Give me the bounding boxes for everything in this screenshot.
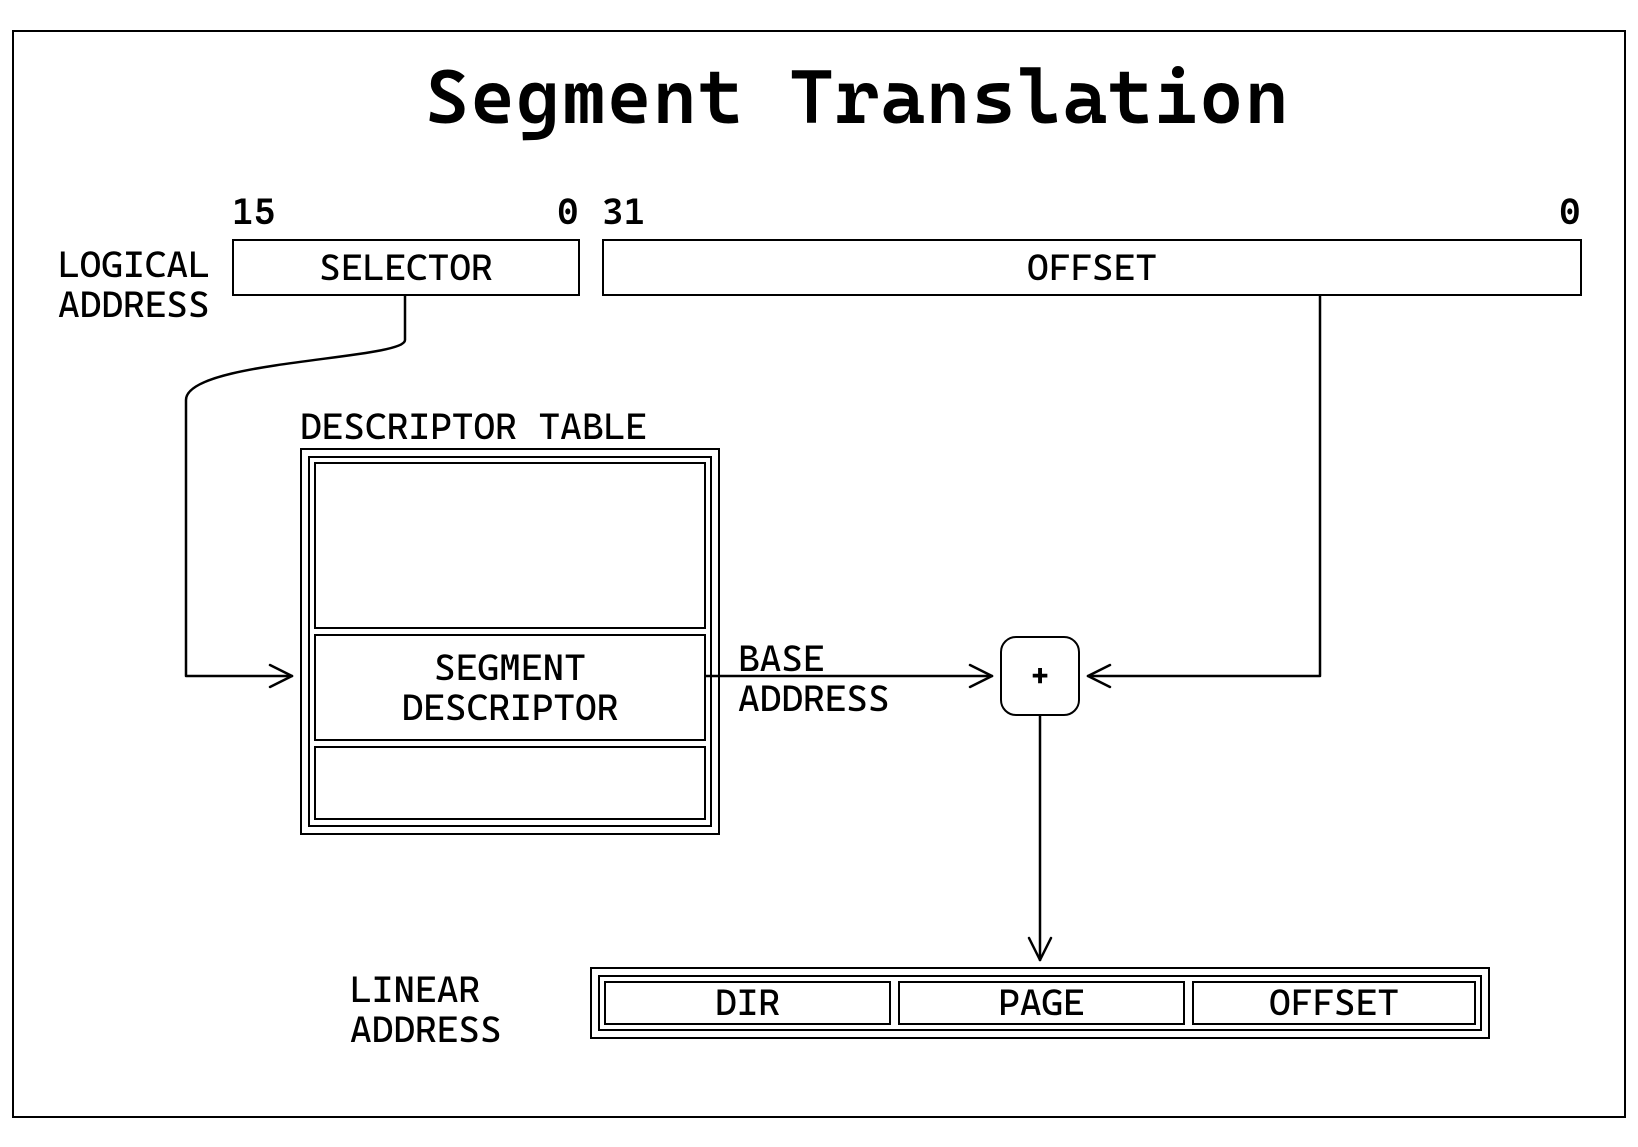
selector-label: SELECTOR <box>319 248 492 288</box>
bit-label-offset-hi: 31 <box>602 190 645 233</box>
label-base-address: BASEADDRESS <box>738 639 890 719</box>
label-descriptor-table: DESCRIPTOR TABLE <box>300 407 647 447</box>
bit-label-selector-lo: 0 <box>557 190 579 233</box>
offset-label: OFFSET <box>1027 248 1157 288</box>
linear-dir-box: DIR <box>604 981 891 1025</box>
plus-icon: + <box>1031 659 1049 694</box>
linear-page-label: PAGE <box>998 983 1085 1023</box>
descriptor-row-empty-bottom <box>314 746 706 820</box>
label-text: LOGICALADDRESS <box>58 243 210 326</box>
offset-box: OFFSET <box>602 239 1582 296</box>
selector-box: SELECTOR <box>232 239 580 296</box>
label-text: BASEADDRESS <box>738 637 890 720</box>
label-logical-address: LOGICALADDRESS <box>58 245 210 325</box>
diagram-title: Segment Translation <box>425 52 1290 141</box>
bit-label-offset-lo: 0 <box>1559 190 1581 233</box>
segment-descriptor-label: SEGMENTDESCRIPTOR <box>402 648 619 728</box>
adder-node: + <box>1000 636 1080 716</box>
linear-offset-label: OFFSET <box>1269 983 1399 1023</box>
linear-dir-label: DIR <box>715 983 780 1023</box>
linear-offset-box: OFFSET <box>1192 981 1476 1025</box>
label-text: LINEARADDRESS <box>350 968 502 1051</box>
linear-page-box: PAGE <box>898 981 1185 1025</box>
descriptor-row-empty-top <box>314 462 706 629</box>
segment-descriptor-row: SEGMENTDESCRIPTOR <box>314 634 706 741</box>
label-linear-address: LINEARADDRESS <box>350 970 502 1050</box>
bit-label-selector-hi: 15 <box>232 190 275 233</box>
